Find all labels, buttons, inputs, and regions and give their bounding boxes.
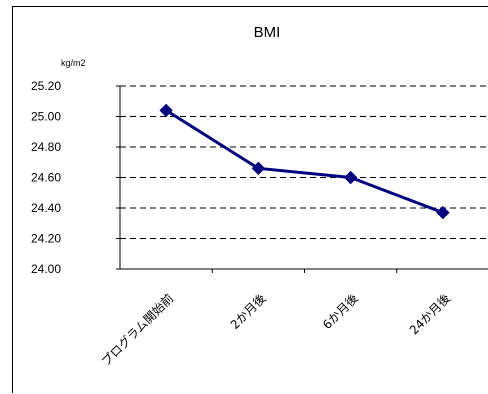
y-tick-label: 24.40 [31,201,61,215]
x-tick-label: 2か月後 [228,291,269,332]
data-point-marker [251,161,266,176]
y-tick-label: 25.20 [31,79,61,93]
data-point-marker [159,103,173,118]
axes [116,85,488,273]
y-tick-label: 24.80 [31,140,61,154]
x-axis-tick-labels: プログラム開始前 2か月後 6か月後 24か月後 [98,291,453,369]
x-tick-label: プログラム開始前 [98,291,176,369]
chart-title: BMI [254,24,281,41]
x-tick-label: 24か月後 [407,291,453,337]
data-point-marker [436,205,450,220]
series-line [165,109,444,214]
gridlines [120,85,488,239]
y-axis-tick-labels: 24.00 24.20 24.40 24.60 24.80 25.00 25.20 [31,79,61,276]
y-tick-label: 24.00 [31,262,61,276]
y-tick-label: 24.60 [31,171,61,185]
y-tick-label: 24.20 [31,232,61,246]
data-point-marker [343,170,358,185]
x-tick-label: 6か月後 [320,291,361,332]
chart-frame: BMI kg/m2 24.00 24.20 24.40 24.60 24.80 25.00… [12,6,488,393]
bmi-line-chart: BMI kg/m2 24.00 24.20 24.40 24.60 24.80 25.00… [31,24,488,369]
bmi-series [159,103,450,220]
y-tick-label: 25.00 [31,110,61,124]
y-axis-unit-label: kg/m2 [61,58,86,68]
